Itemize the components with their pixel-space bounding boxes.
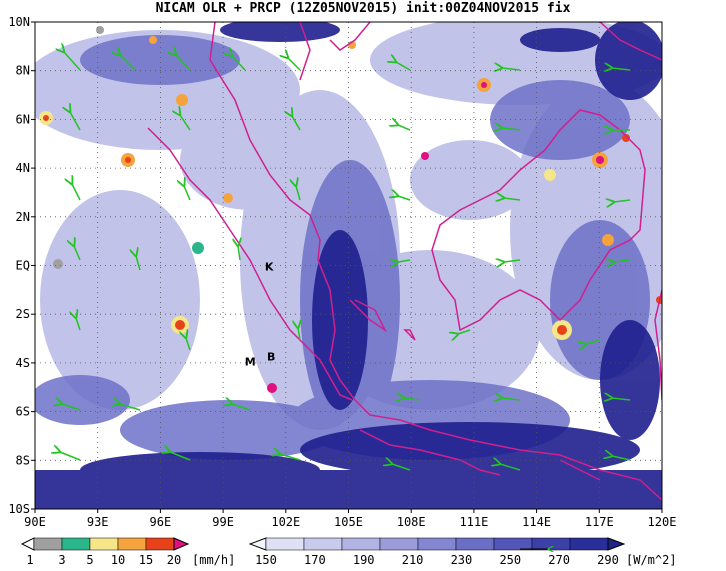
colorbar-label: 3 xyxy=(58,553,65,567)
colorbar-unit: [W/m^2] xyxy=(626,553,677,567)
x-tick-label: 105E xyxy=(334,515,363,529)
colorbar-label: 190 xyxy=(353,553,375,567)
colorbar-label: 250 xyxy=(499,553,521,567)
colorbar-label: 210 xyxy=(402,553,424,567)
colorbar-label: 170 xyxy=(304,553,326,567)
colorbar-swatch xyxy=(493,537,533,551)
colorbar-label: 290 xyxy=(597,553,619,567)
coastlines xyxy=(147,22,662,501)
site-label: M xyxy=(245,355,256,368)
x-tick-label: 114E xyxy=(522,515,551,529)
colorbar-label: 15 xyxy=(139,553,153,567)
y-axis: 10N 8N 6N 4N 2N EQ 2S 4S 6S 8S 10S xyxy=(8,15,35,516)
precip-colorbar: 1 3 5 10 15 20 [mm/h] xyxy=(20,537,235,567)
y-tick-label: 2S xyxy=(16,307,30,321)
y-tick-label: 4N xyxy=(16,161,30,175)
colorbar-label: 230 xyxy=(451,553,473,567)
colorbar-label: 150 xyxy=(255,553,277,567)
colorbar-label: 20 xyxy=(167,553,181,567)
y-tick-label: 10N xyxy=(8,15,30,29)
colorbar-swatch xyxy=(145,537,175,551)
colorbar-swatch xyxy=(117,537,147,551)
colorbar-low-arrow xyxy=(248,537,267,551)
x-tick-label: 102E xyxy=(271,515,300,529)
y-tick-label: 2N xyxy=(16,210,30,224)
x-tick-label: 111E xyxy=(459,515,488,529)
colorbar-swatch xyxy=(303,537,343,551)
y-tick-label: 10S xyxy=(8,502,30,516)
x-tick-label: 120E xyxy=(648,515,677,529)
colorbar-swatch xyxy=(89,537,119,551)
site-label: K xyxy=(265,260,274,273)
colorbar-label: 10 xyxy=(111,553,125,567)
y-tick-label: 4S xyxy=(16,356,30,370)
colorbar-swatch xyxy=(265,537,305,551)
x-tick-label: 90E xyxy=(24,515,46,529)
colorbar-swatch xyxy=(61,537,91,551)
y-tick-label: 6S xyxy=(16,405,30,419)
colorbar-swatch xyxy=(455,537,495,551)
colorbar-swatch xyxy=(379,537,419,551)
colorbar-unit: [mm/h] xyxy=(192,553,235,567)
x-tick-label: 96E xyxy=(150,515,172,529)
x-axis: 90E 93E 96E 99E 102E 105E 108E 111E 114E 117E 120E xyxy=(24,509,676,529)
colorbar-swatch xyxy=(341,537,381,551)
colorbar-label: 270 xyxy=(548,553,570,567)
y-tick-label: EQ xyxy=(16,259,30,273)
x-tick-label: 99E xyxy=(212,515,234,529)
site-markers: K M B xyxy=(245,260,276,368)
colorbar-high-arrow xyxy=(173,537,190,551)
x-tick-label: 108E xyxy=(397,515,426,529)
site-label: B xyxy=(267,350,275,363)
colorbar-high-arrow xyxy=(607,537,626,551)
colorbar-label: 1 xyxy=(26,553,33,567)
map-title: NICAM OLR + PRCP (12Z05NOV2015) init:00Z… xyxy=(155,1,571,16)
y-tick-label: 6N xyxy=(16,112,30,126)
y-tick-label: 8S xyxy=(16,453,30,467)
wind-vectors xyxy=(60,52,631,471)
colorbar-swatch xyxy=(417,537,457,551)
x-tick-label: 117E xyxy=(585,515,614,529)
colorbar-label: 5 xyxy=(86,553,93,567)
colorbar-low-arrow xyxy=(20,537,35,551)
y-tick-label: 8N xyxy=(16,64,30,78)
x-tick-label: 93E xyxy=(87,515,109,529)
olr-colorbar: 150 170 190 210 230 250 270 290 [W/m^2] xyxy=(248,537,677,567)
colorbar-swatch xyxy=(33,537,63,551)
colorbar-swatch xyxy=(531,537,571,551)
colorbar-swatch xyxy=(569,537,609,551)
olr-field-deep xyxy=(35,22,662,509)
graticule xyxy=(35,22,662,509)
